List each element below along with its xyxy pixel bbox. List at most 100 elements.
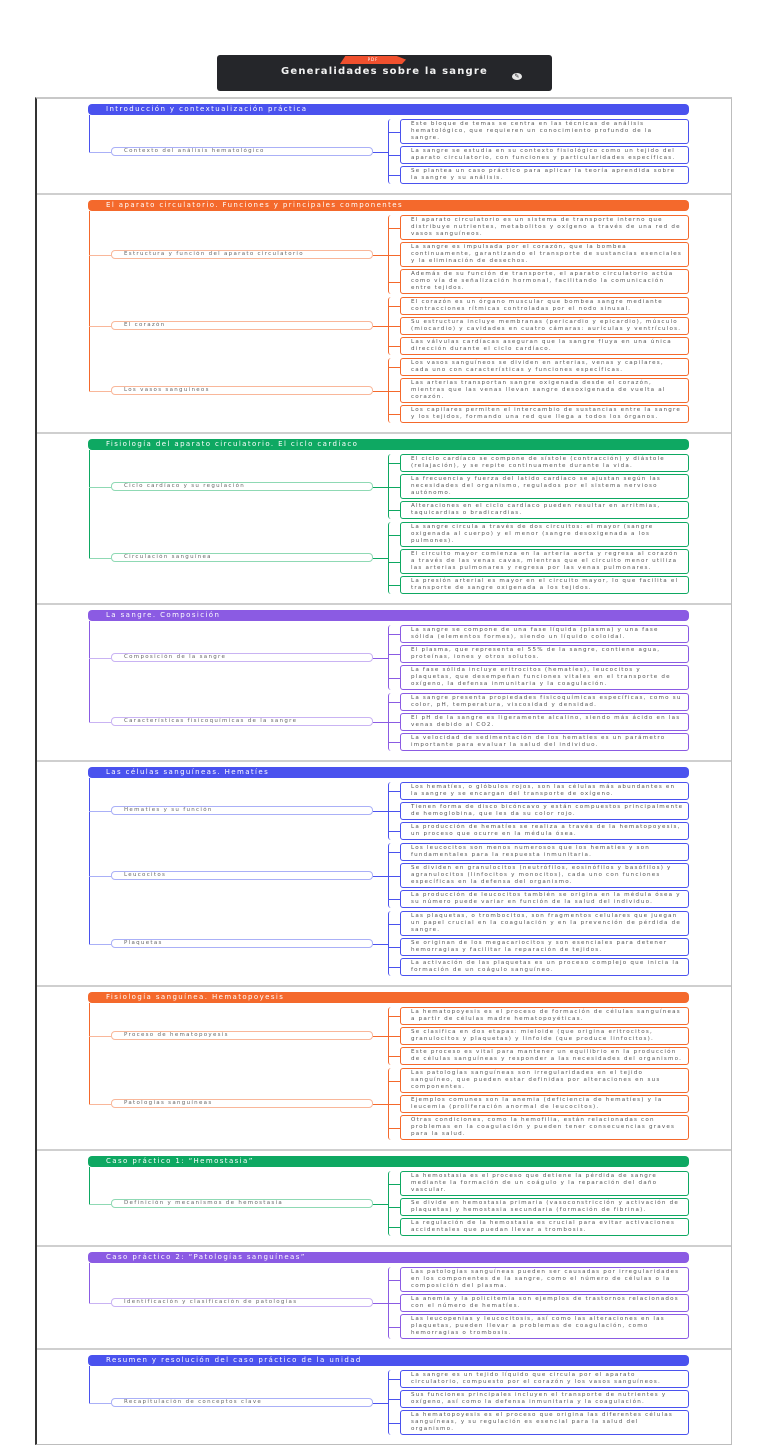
leaf-node[interactable]: Se dividen en granulocitos (neutrófilos,… xyxy=(389,863,689,888)
section-title[interactable]: Caso práctico 1: “Hemostasia” xyxy=(88,1156,689,1167)
connector-line xyxy=(89,1303,111,1304)
mind-map-section: El aparato circulatorio. Funciones y pri… xyxy=(37,195,731,434)
leaf-node[interactable]: La sangre se compone de una fase líquida… xyxy=(389,625,689,643)
leaf-node[interactable]: El ciclo cardíaco se compone de sístole … xyxy=(389,454,689,472)
branch-node[interactable]: Definición y mecanismos de hemostasia xyxy=(111,1198,373,1208)
branch-node[interactable]: Hematíes y su función xyxy=(111,806,373,815)
branch: Identificación y clasificación de patolo… xyxy=(88,1267,689,1339)
branch-node-area: Plaquetas xyxy=(88,911,399,976)
leaf-node[interactable]: Este bloque de temas se centra en las té… xyxy=(389,119,689,144)
pencil-icon[interactable]: ✎ xyxy=(512,73,522,80)
section-title[interactable]: El aparato circulatorio. Funciones y pri… xyxy=(88,200,689,211)
connector-line xyxy=(89,657,111,659)
leaf-node[interactable]: La presión arterial es mayor en el circu… xyxy=(389,576,689,594)
leaf-node[interactable]: La sangre circula a través de dos circui… xyxy=(389,522,689,547)
pdf-icon: PDF xyxy=(340,56,406,64)
section-title[interactable]: Las células sanguíneas. Hematíes xyxy=(88,767,689,778)
connector-line xyxy=(89,621,90,722)
branch: Plaquetas Las plaquetas, o trombocitos, s… xyxy=(88,911,689,976)
branch-node[interactable]: Estructura y función del aparato circula… xyxy=(111,249,373,259)
section-branches: Proceso de hematopoyesis La hematopoyesis… xyxy=(88,1007,689,1140)
section-branches: Ciclo cardíaco y su regulación El ciclo c… xyxy=(88,454,689,594)
connector-line xyxy=(373,943,388,945)
branch-node[interactable]: Ciclo cardíaco y su regulación xyxy=(111,481,373,491)
branch-node[interactable]: El corazón xyxy=(111,321,373,330)
branch-node[interactable]: Patologías sanguíneas xyxy=(111,1099,373,1108)
leaf-node[interactable]: Los hematíes, o glóbulos rojos, son las … xyxy=(389,782,689,800)
branch-node[interactable]: Composición de la sangre xyxy=(111,652,373,662)
section-title[interactable]: Caso práctico 2: “Patologías sanguíneas” xyxy=(88,1252,689,1263)
leaf-node[interactable]: El circuito mayor comienza en la arteria… xyxy=(389,549,689,574)
section-title[interactable]: Introducción y contextualización práctic… xyxy=(88,104,689,115)
section-title[interactable]: Fisiología sanguínea. Hematopoyesis xyxy=(88,992,689,1003)
branch: El corazón El corazón es un órgano muscul… xyxy=(88,297,689,355)
section-title[interactable]: Fisiología del aparato circulatorio. El … xyxy=(88,439,689,450)
leaf-node[interactable]: La sangre se estudia en su contexto fisi… xyxy=(389,146,689,164)
leaf-node[interactable]: Se originan de los megacariocitos y son … xyxy=(389,938,689,956)
leaf-node[interactable]: La sangre es impulsada por el corazón, q… xyxy=(389,242,689,267)
branch: Definición y mecanismos de hemostasia La … xyxy=(88,1171,689,1236)
leaf-node[interactable]: Las arterias transportan sangre oxigenad… xyxy=(389,378,689,403)
leaf-list: Las plaquetas, o trombocitos, son fragme… xyxy=(388,911,689,976)
leaf-node[interactable]: Se divide en hemostasia primaria (vasoco… xyxy=(389,1198,689,1216)
leaf-node[interactable]: Se plantea un caso práctico para aplicar… xyxy=(389,166,689,184)
leaf-node[interactable]: Las plaquetas, o trombocitos, son fragme… xyxy=(389,911,689,936)
branch-node-area: Ciclo cardíaco y su regulación xyxy=(88,454,399,519)
leaf-node[interactable]: La sangre es un tejido líquido que circu… xyxy=(389,1370,689,1388)
leaf-node[interactable]: Las válvulas cardíacas aseguran que la s… xyxy=(389,337,689,355)
leaf-node[interactable]: Se clasifica en dos etapas: mieloide (qu… xyxy=(389,1027,689,1045)
leaf-node[interactable]: Tienen forma de disco bicóncavo y están … xyxy=(389,802,689,820)
section-branches: Definición y mecanismos de hemostasia La … xyxy=(88,1171,689,1236)
leaf-node[interactable]: La producción de hematíes se realiza a t… xyxy=(389,822,689,840)
leaf-node[interactable]: Además de su función de transporte, el a… xyxy=(389,269,689,294)
branch-node[interactable]: Proceso de hematopoyesis xyxy=(111,1031,373,1040)
leaf-node[interactable]: Ejemplos comunes son la anemia (deficien… xyxy=(389,1095,689,1113)
leaf-node[interactable]: Las patologías sanguíneas pueden ser cau… xyxy=(389,1267,689,1292)
mind-map-section: Caso práctico 2: “Patologías sanguíneas”… xyxy=(37,1247,731,1350)
leaf-node[interactable]: Los capilares permiten el intercambio de… xyxy=(389,405,689,423)
section-title[interactable]: Resumen y resolución del caso práctico d… xyxy=(88,1355,689,1366)
leaf-node[interactable]: El aparato circulatorio es un sistema de… xyxy=(389,215,689,240)
leaf-node[interactable]: Alteraciones en el ciclo cardíaco pueden… xyxy=(389,501,689,519)
branch: Características fisicoquímicas de la san… xyxy=(88,693,689,751)
branch-node-area: El corazón xyxy=(88,297,399,355)
connector-line xyxy=(89,115,90,152)
leaf-node[interactable]: El pH de la sangre es ligeramente alcali… xyxy=(389,713,689,731)
leaf-node[interactable]: Otras condiciones, como la hemofilia, es… xyxy=(389,1115,689,1140)
connector-line xyxy=(89,211,90,391)
leaf-node[interactable]: La hemostasia es el proceso que detiene … xyxy=(389,1171,689,1196)
leaf-node[interactable]: Los leucocitos son menos numerosos que l… xyxy=(389,843,689,861)
mind-map-section: Fisiología sanguínea. Hematopoyesis Proce… xyxy=(37,987,731,1151)
leaf-node[interactable]: La anemia y la policitemia son ejemplos … xyxy=(389,1294,689,1312)
branch-node[interactable]: Identificación y clasificación de patolo… xyxy=(111,1298,373,1307)
leaf-node[interactable]: Sus funciones principales incluyen el tr… xyxy=(389,1390,689,1408)
leaf-node[interactable]: Este proceso es vital para mantener un e… xyxy=(389,1047,689,1065)
branch-node[interactable]: Plaquetas xyxy=(111,938,373,948)
leaf-node[interactable]: Los vasos sanguíneos se dividen en arter… xyxy=(389,358,689,376)
leaf-node[interactable]: La velocidad de sedimentación de los hem… xyxy=(389,733,689,751)
branch-node[interactable]: Los vasos sanguíneos xyxy=(111,385,373,395)
branch-node-area: Características fisicoquímicas de la san… xyxy=(88,693,399,751)
leaf-list: Este bloque de temas se centra en las té… xyxy=(388,119,689,184)
leaf-node[interactable]: El plasma, que representa el 55% de la s… xyxy=(389,645,689,663)
leaf-node[interactable]: La sangre presenta propiedades fisicoquí… xyxy=(389,693,689,711)
connector-line xyxy=(89,943,111,945)
leaf-node[interactable]: La hematopoyesis es el proceso que origi… xyxy=(389,1410,689,1435)
section-title[interactable]: La sangre. Composición xyxy=(88,610,689,621)
leaf-node[interactable]: Las leucopenias y leucocitosis, así como… xyxy=(389,1314,689,1339)
leaf-node[interactable]: La fase sólida incluye eritrocitos (hema… xyxy=(389,665,689,690)
branch-node[interactable]: Circulación sanguínea xyxy=(111,553,373,562)
leaf-node[interactable]: La activación de las plaquetas es un pro… xyxy=(389,958,689,976)
leaf-node[interactable]: La producción de leucocitos también se o… xyxy=(389,890,689,908)
branch-node[interactable]: Leucocitos xyxy=(111,870,373,880)
leaf-node[interactable]: Su estructura incluye membranas (pericar… xyxy=(389,317,689,335)
leaf-node[interactable]: La hematopoyesis es el proceso de formac… xyxy=(389,1007,689,1025)
branch-node[interactable]: Recapitulación de conceptos clave xyxy=(111,1397,373,1407)
leaf-node[interactable]: El corazón es un órgano muscular que bom… xyxy=(389,297,689,315)
leaf-node[interactable]: Las patologías sanguíneas son irregulari… xyxy=(389,1068,689,1093)
branch-node[interactable]: Contexto del análisis hematológico xyxy=(111,146,373,156)
leaf-node[interactable]: La frecuencia y fuerza del latido cardía… xyxy=(389,474,689,499)
branch-node[interactable]: Características fisicoquímicas de la san… xyxy=(111,717,373,726)
leaf-node[interactable]: La regulación de la hemostasia es crucia… xyxy=(389,1218,689,1236)
branch-node-area: Leucocitos xyxy=(88,843,399,908)
